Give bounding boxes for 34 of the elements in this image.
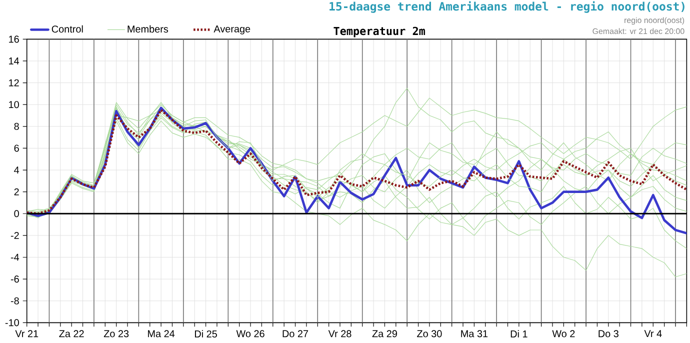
y-tick-label: -2 bbox=[10, 232, 19, 239]
x-tick-label: Wo 2 bbox=[552, 330, 575, 338]
x-tick-label: Vr 21 bbox=[15, 330, 38, 337]
y-tick-label: 2 bbox=[14, 188, 19, 196]
y-tick-label: 12 bbox=[9, 79, 19, 86]
x-tick-label: Wo 26 bbox=[236, 330, 264, 338]
y-tick-label: -6 bbox=[10, 275, 19, 282]
chart-subtitle: Temperatuur 2m bbox=[334, 26, 426, 38]
x-tick-label: Do 3 bbox=[598, 330, 618, 338]
x-tick-label: Zo 30 bbox=[417, 330, 442, 338]
x-tick-label: Zo 23 bbox=[104, 330, 129, 338]
y-tick-label: 10 bbox=[9, 100, 19, 108]
x-tick-label: Do 27 bbox=[282, 330, 308, 338]
x-tick-label: Ma 24 bbox=[148, 330, 175, 338]
legend-label: Members bbox=[128, 25, 168, 32]
legend-label: Control bbox=[52, 25, 83, 32]
y-tick-label: -4 bbox=[10, 254, 20, 260]
x-tick-label: Za 22 bbox=[59, 330, 84, 338]
y-tick-label: -10 bbox=[5, 318, 19, 326]
y-tick-label: 4 bbox=[14, 166, 20, 174]
y-tick-label: 6 bbox=[14, 144, 19, 152]
x-tick-label: Za 29 bbox=[372, 330, 397, 338]
y-tick-label: 0 bbox=[14, 210, 19, 217]
x-tick-label: Vr 28 bbox=[328, 330, 352, 338]
y-tick-label: -8 bbox=[10, 297, 19, 304]
x-tick-label: Di 25 bbox=[194, 330, 217, 338]
x-tick-label: Di 1 bbox=[510, 330, 528, 338]
y-tick-label: 14 bbox=[9, 57, 20, 64]
chart-title: 15-daagse trend Amerikaans model - regio noord(oost) bbox=[330, 1, 684, 13]
x-tick-label: Vr 4 bbox=[644, 330, 662, 337]
y-tick-label: 16 bbox=[9, 35, 19, 43]
x-tick-label: Ma 31 bbox=[461, 330, 488, 338]
y-tick-label: 8 bbox=[14, 122, 19, 130]
legend-label: Average bbox=[214, 25, 250, 34]
